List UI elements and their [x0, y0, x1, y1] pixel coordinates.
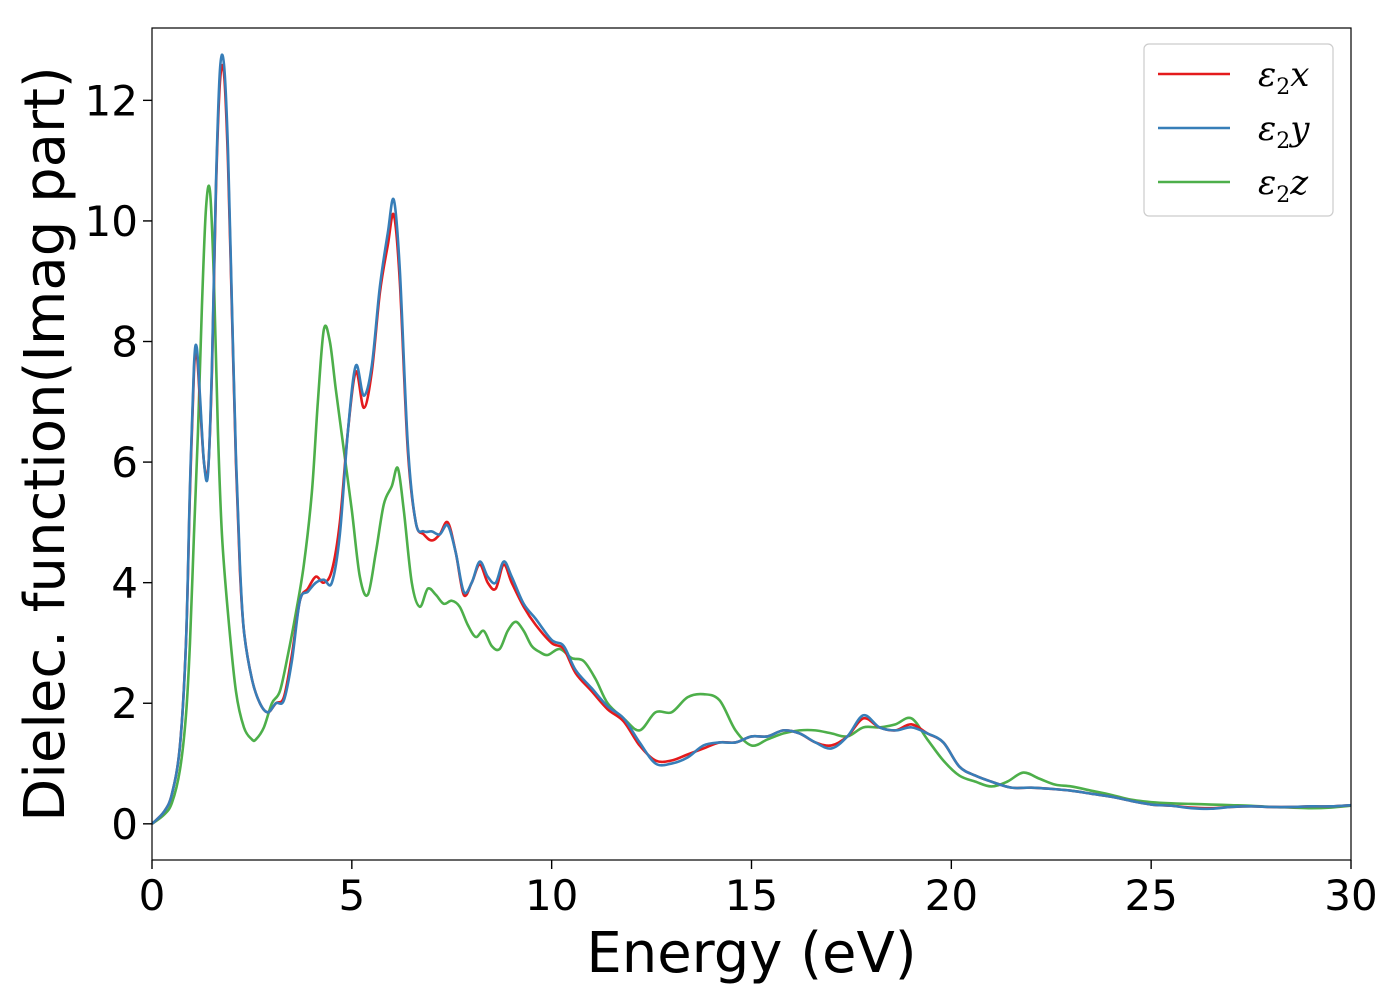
legend-entry-y: ε2y — [1158, 109, 1310, 154]
series-line-z — [152, 184, 1351, 825]
legend-entry-x: ε2x — [1158, 55, 1309, 100]
x-axis-ticks: 0 5 10 15 20 25 30 — [139, 860, 1378, 920]
y-tick-label: 12 — [85, 76, 138, 125]
x-tick-label: 10 — [525, 871, 578, 920]
legend-box — [1143, 43, 1334, 217]
legend-entry-z: ε2z — [1158, 163, 1309, 208]
legend: ε2x ε2y ε2z — [1143, 43, 1334, 217]
y-tick-label: 4 — [111, 559, 138, 608]
x-tick-label: 15 — [725, 871, 778, 920]
x-tick-label: 0 — [139, 871, 166, 920]
x-tick-label: 25 — [1124, 871, 1177, 920]
x-tick-label: 5 — [338, 871, 365, 920]
legend-label: ε2z — [1258, 163, 1309, 208]
series-line-y — [152, 53, 1351, 825]
legend-label: ε2x — [1258, 55, 1309, 100]
legend-label: ε2y — [1258, 109, 1310, 154]
x-tick-label: 30 — [1324, 871, 1377, 920]
y-axis-title: Dielec. function(Imag part) — [13, 66, 78, 822]
y-tick-label: 2 — [111, 679, 138, 728]
y-tick-label: 0 — [111, 800, 138, 849]
y-tick-label: 10 — [85, 197, 138, 246]
x-axis-title: Energy (eV) — [586, 921, 916, 986]
y-tick-label: 6 — [111, 438, 138, 487]
y-tick-label: 8 — [111, 318, 138, 367]
x-tick-label: 20 — [925, 871, 978, 920]
series-layer — [152, 53, 1351, 825]
y-axis-ticks: 0 2 4 6 8 10 12 — [85, 76, 152, 849]
